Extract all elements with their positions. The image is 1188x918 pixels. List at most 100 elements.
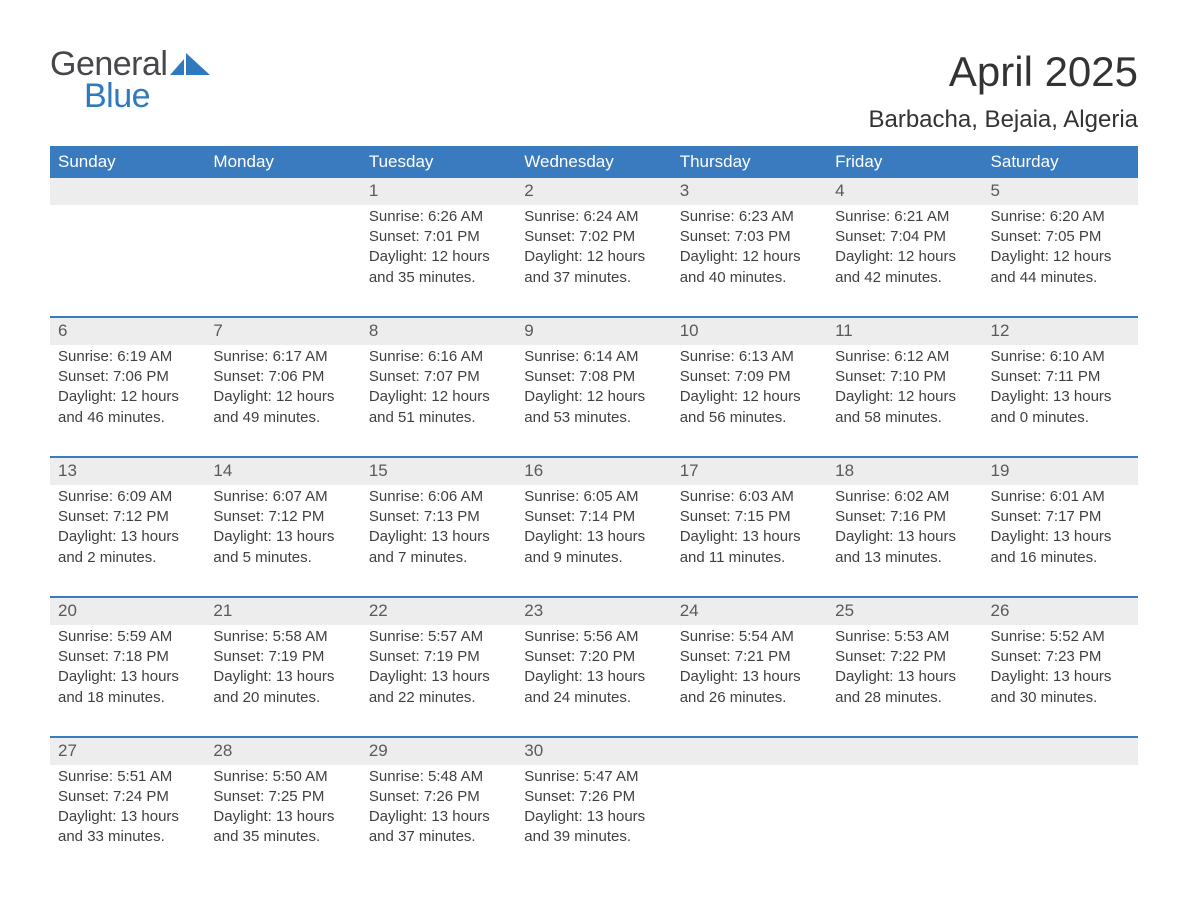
calendar-cell: 7Sunrise: 6:17 AMSunset: 7:06 PMDaylight… — [205, 318, 360, 456]
daylight2-text: and 24 minutes. — [524, 688, 663, 708]
sunrise-text: Sunrise: 6:17 AM — [213, 347, 352, 367]
sunset-text: Sunset: 7:26 PM — [369, 787, 508, 807]
day-number — [835, 741, 840, 760]
daylight2-text: and 28 minutes. — [835, 688, 974, 708]
calendar-cell: 3Sunrise: 6:23 AMSunset: 7:03 PMDaylight… — [672, 178, 827, 316]
daylight1-text: Daylight: 12 hours — [369, 247, 508, 267]
sunset-text: Sunset: 7:09 PM — [680, 367, 819, 387]
sunset-text: Sunset: 7:18 PM — [58, 647, 197, 667]
calendar-cell: 4Sunrise: 6:21 AMSunset: 7:04 PMDaylight… — [827, 178, 982, 316]
sunrise-text: Sunrise: 6:01 AM — [991, 487, 1130, 507]
weekday-label: Saturday — [983, 146, 1138, 178]
calendar-cell — [827, 738, 982, 876]
day-number: 2 — [524, 181, 533, 200]
sunrise-text: Sunrise: 6:26 AM — [369, 207, 508, 227]
sunrise-text: Sunrise: 6:16 AM — [369, 347, 508, 367]
day-number-row: 16 — [516, 458, 671, 485]
weekday-label: Tuesday — [361, 146, 516, 178]
weekday-label: Thursday — [672, 146, 827, 178]
day-number-row: 11 — [827, 318, 982, 345]
daylight1-text: Daylight: 12 hours — [213, 387, 352, 407]
sunset-text: Sunset: 7:20 PM — [524, 647, 663, 667]
logo-word-general: General — [50, 48, 167, 80]
day-number: 29 — [369, 741, 388, 760]
calendar-cell — [983, 738, 1138, 876]
calendar-cell: 21Sunrise: 5:58 AMSunset: 7:19 PMDayligh… — [205, 598, 360, 736]
calendar-cell: 26Sunrise: 5:52 AMSunset: 7:23 PMDayligh… — [983, 598, 1138, 736]
day-number — [991, 741, 996, 760]
daylight2-text: and 51 minutes. — [369, 408, 508, 428]
calendar-cell: 22Sunrise: 5:57 AMSunset: 7:19 PMDayligh… — [361, 598, 516, 736]
day-number-row — [672, 738, 827, 765]
day-number-row: 10 — [672, 318, 827, 345]
day-number-row: 14 — [205, 458, 360, 485]
calendar-cell: 30Sunrise: 5:47 AMSunset: 7:26 PMDayligh… — [516, 738, 671, 876]
sunrise-text: Sunrise: 6:06 AM — [369, 487, 508, 507]
daylight1-text: Daylight: 12 hours — [680, 247, 819, 267]
day-number: 6 — [58, 321, 67, 340]
day-number: 1 — [369, 181, 378, 200]
calendar-cell: 23Sunrise: 5:56 AMSunset: 7:20 PMDayligh… — [516, 598, 671, 736]
sunset-text: Sunset: 7:23 PM — [991, 647, 1130, 667]
calendar-cell: 12Sunrise: 6:10 AMSunset: 7:11 PMDayligh… — [983, 318, 1138, 456]
daylight2-text: and 56 minutes. — [680, 408, 819, 428]
calendar-cell: 11Sunrise: 6:12 AMSunset: 7:10 PMDayligh… — [827, 318, 982, 456]
daylight1-text: Daylight: 12 hours — [835, 247, 974, 267]
day-number: 22 — [369, 601, 388, 620]
sunrise-text: Sunrise: 6:14 AM — [524, 347, 663, 367]
day-number-row: 15 — [361, 458, 516, 485]
day-number-row: 29 — [361, 738, 516, 765]
weekday-label: Sunday — [50, 146, 205, 178]
day-number-row: 24 — [672, 598, 827, 625]
daylight2-text: and 11 minutes. — [680, 548, 819, 568]
location-subtitle: Barbacha, Bejaia, Algeria — [868, 106, 1138, 134]
logo-row1: General — [50, 48, 210, 80]
calendar-cell: 6Sunrise: 6:19 AMSunset: 7:06 PMDaylight… — [50, 318, 205, 456]
calendar-cell: 1Sunrise: 6:26 AMSunset: 7:01 PMDaylight… — [361, 178, 516, 316]
daylight1-text: Daylight: 13 hours — [991, 387, 1130, 407]
day-number: 28 — [213, 741, 232, 760]
calendar-cell: 29Sunrise: 5:48 AMSunset: 7:26 PMDayligh… — [361, 738, 516, 876]
sunset-text: Sunset: 7:12 PM — [58, 507, 197, 527]
daylight1-text: Daylight: 12 hours — [524, 247, 663, 267]
daylight1-text: Daylight: 12 hours — [835, 387, 974, 407]
calendar-cell: 10Sunrise: 6:13 AMSunset: 7:09 PMDayligh… — [672, 318, 827, 456]
calendar-cell: 13Sunrise: 6:09 AMSunset: 7:12 PMDayligh… — [50, 458, 205, 596]
sunset-text: Sunset: 7:14 PM — [524, 507, 663, 527]
sunrise-text: Sunrise: 6:24 AM — [524, 207, 663, 227]
day-number: 27 — [58, 741, 77, 760]
daylight1-text: Daylight: 13 hours — [680, 527, 819, 547]
daylight1-text: Daylight: 13 hours — [58, 667, 197, 687]
daylight2-text: and 46 minutes. — [58, 408, 197, 428]
sunrise-text: Sunrise: 6:09 AM — [58, 487, 197, 507]
day-number-row: 2 — [516, 178, 671, 205]
sunrise-text: Sunrise: 5:51 AM — [58, 767, 197, 787]
sunrise-text: Sunrise: 5:50 AM — [213, 767, 352, 787]
calendar-cell — [50, 178, 205, 316]
daylight1-text: Daylight: 13 hours — [369, 527, 508, 547]
sunset-text: Sunset: 7:06 PM — [58, 367, 197, 387]
daylight1-text: Daylight: 13 hours — [58, 527, 197, 547]
daylight2-text: and 20 minutes. — [213, 688, 352, 708]
sunset-text: Sunset: 7:17 PM — [991, 507, 1130, 527]
day-number-row — [205, 178, 360, 205]
calendar-cell: 15Sunrise: 6:06 AMSunset: 7:13 PMDayligh… — [361, 458, 516, 596]
weeks-container: 1Sunrise: 6:26 AMSunset: 7:01 PMDaylight… — [50, 178, 1138, 876]
day-number-row: 9 — [516, 318, 671, 345]
day-number-row: 30 — [516, 738, 671, 765]
daylight2-text: and 33 minutes. — [58, 827, 197, 847]
sunset-text: Sunset: 7:15 PM — [680, 507, 819, 527]
calendar-cell — [672, 738, 827, 876]
calendar-cell: 27Sunrise: 5:51 AMSunset: 7:24 PMDayligh… — [50, 738, 205, 876]
daylight1-text: Daylight: 13 hours — [524, 807, 663, 827]
calendar-cell: 16Sunrise: 6:05 AMSunset: 7:14 PMDayligh… — [516, 458, 671, 596]
daylight1-text: Daylight: 12 hours — [991, 247, 1130, 267]
day-number-row: 20 — [50, 598, 205, 625]
day-number: 30 — [524, 741, 543, 760]
daylight2-text: and 2 minutes. — [58, 548, 197, 568]
calendar-cell — [205, 178, 360, 316]
daylight1-text: Daylight: 13 hours — [835, 527, 974, 547]
sunrise-text: Sunrise: 6:19 AM — [58, 347, 197, 367]
calendar-cell: 19Sunrise: 6:01 AMSunset: 7:17 PMDayligh… — [983, 458, 1138, 596]
daylight1-text: Daylight: 13 hours — [835, 667, 974, 687]
